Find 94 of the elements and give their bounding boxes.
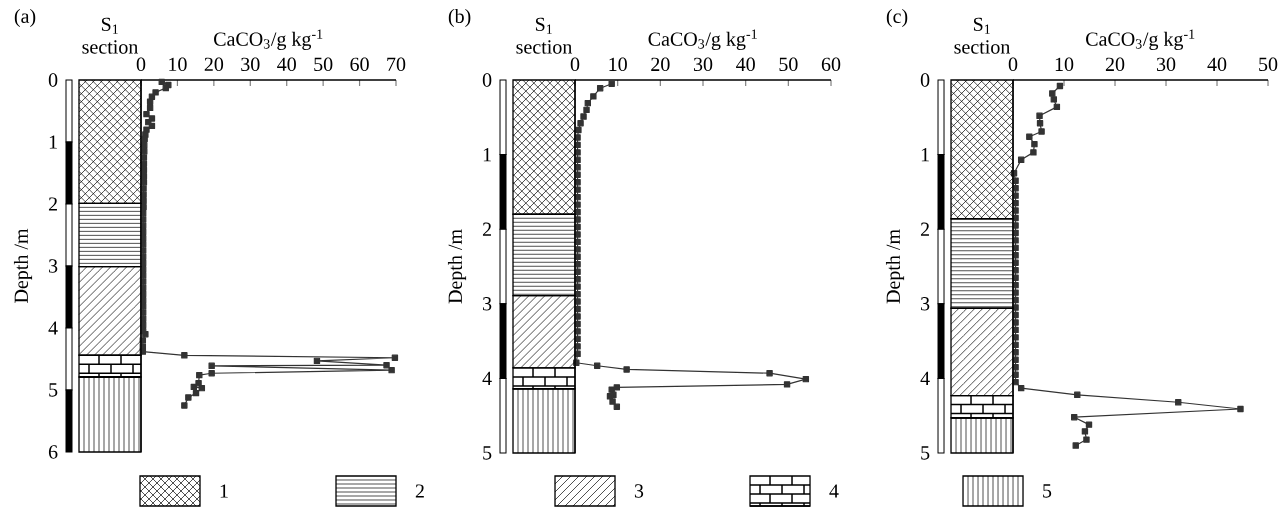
point [608,80,615,87]
point [1030,149,1037,156]
x-tick-label: 30 [693,57,713,72]
point [783,381,791,388]
point [1031,140,1038,148]
point [596,85,604,92]
y-axis-title: Depth /m [447,229,467,304]
x-tick-label: 0 [1008,57,1018,72]
y-tick-label: 2 [920,222,929,236]
point [584,99,592,107]
x-tick-label: 0 [136,57,146,72]
y-tick-label: 1 [49,135,57,149]
point [580,113,587,120]
point [609,398,616,405]
point [1053,103,1061,111]
point [1071,414,1078,421]
text: 1 [220,484,228,498]
point [1036,112,1043,120]
point [1050,96,1058,103]
point [613,384,621,391]
x-tick-label: 20 [204,57,224,72]
chart-title: (c) [886,8,908,28]
point [1038,128,1045,135]
x-axis-title: CaCO$_{3}$/g kg$^{-1}$ [214,29,323,50]
point [608,386,615,393]
text: 5 [1043,484,1052,498]
text: S$_{1}$ section [516,17,573,54]
y-tick-label: 6 [48,445,58,459]
x-axis-title: CaCO$_{3}$/g kg$^{-1}$ [648,29,757,50]
y-tick-label: 4 [482,371,492,385]
y-tick-label: 4 [48,321,58,335]
y-tick-label: 0 [920,73,930,87]
point [1056,82,1064,90]
x-tick-label: 20 [1105,57,1125,72]
text: S$_{1}$ section [82,17,139,54]
x-tick-label: 50 [1259,57,1278,72]
y-tick-label: 1 [921,148,929,162]
x-tick-label: 30 [241,57,260,72]
y-tick-label: 1 [483,148,491,162]
x-tick-label: 40 [736,57,755,72]
point [802,375,810,383]
y-tick-label: 3 [483,297,492,311]
point [1072,442,1079,449]
y-axis-title: Depth /m [885,229,905,304]
point [1036,120,1044,127]
point [1085,421,1093,428]
point [1049,90,1056,97]
x-tick-label: 10 [169,57,187,72]
text: S$_{1}$ section [954,17,1011,54]
point [1175,399,1182,406]
y-tick-label: 5 [483,446,492,460]
chart-title: (a) [14,8,36,28]
text: 2 [415,484,424,498]
point [577,120,584,127]
x-tick-label: 40 [277,57,296,72]
point [1017,384,1025,392]
chart-title: (b) [448,8,471,28]
y-tick-label: 2 [482,222,491,236]
x-tick-label: 70 [387,57,406,72]
y-tick-label: 3 [49,259,58,273]
x-tick-label: 50 [314,57,333,72]
point [590,93,597,100]
point [593,362,601,369]
y-tick-label: 2 [48,197,57,211]
x-tick-label: 20 [651,57,670,72]
y-tick-label: 0 [482,73,492,87]
point [1074,391,1081,399]
y-tick-label: 4 [920,371,930,385]
y-axis-title: Depth /m [13,228,33,303]
x-tick-label: 30 [1156,57,1176,72]
x-tick-label: 0 [570,57,580,72]
x-tick-label: 10 [609,57,627,72]
x-axis-title: CaCO$_{3}$/g kg$^{-1}$ [1086,29,1195,50]
point [613,403,621,410]
point [583,106,590,114]
point [1237,405,1244,413]
x-tick-label: 10 [1055,57,1074,72]
point [1081,428,1089,435]
y-tick-label: 0 [48,73,58,87]
x-tick-label: 50 [779,57,798,72]
point [1083,436,1090,443]
x-tick-label: 60 [821,57,841,72]
y-tick-label: 3 [921,297,930,311]
x-tick-label: 60 [350,57,369,72]
point [766,369,773,377]
text: 4 [829,484,839,498]
point [1026,133,1033,140]
text: 3 [634,484,644,498]
y-tick-label: 5 [49,383,58,397]
point [575,126,582,134]
y-tick-label: 5 [921,446,930,460]
point [1017,156,1025,164]
x-tick-label: 40 [1207,57,1227,72]
point [623,366,630,373]
